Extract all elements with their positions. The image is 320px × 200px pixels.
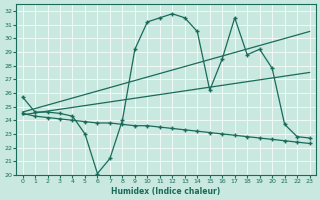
X-axis label: Humidex (Indice chaleur): Humidex (Indice chaleur) [111,187,221,196]
